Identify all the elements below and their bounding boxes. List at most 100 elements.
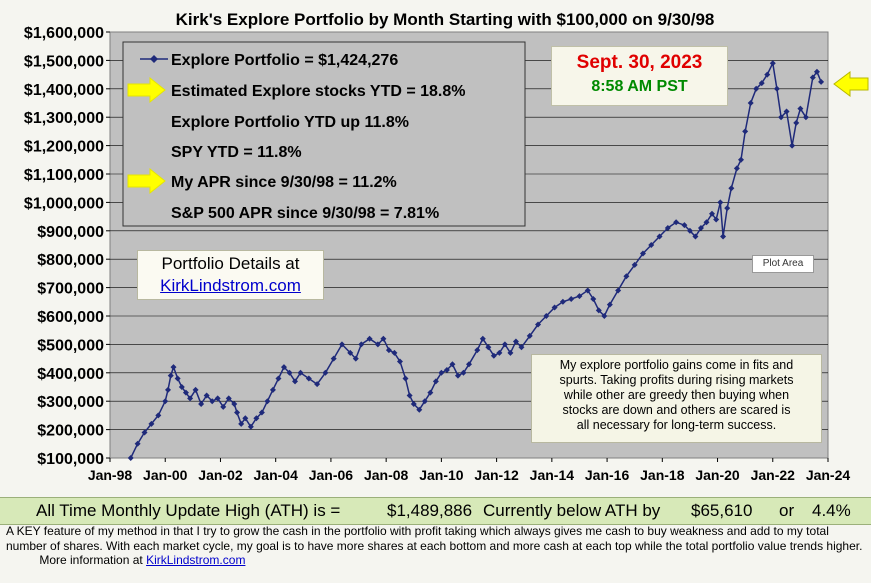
data-point bbox=[164, 386, 171, 393]
data-point bbox=[526, 332, 533, 339]
data-point bbox=[773, 85, 780, 92]
data-point bbox=[648, 242, 655, 248]
data-point bbox=[518, 344, 525, 351]
data-point bbox=[673, 219, 680, 226]
strategy-note: My explore portfolio gains come in fits … bbox=[531, 354, 822, 443]
data-point bbox=[793, 119, 800, 126]
note-line: stocks are down and others are scared is bbox=[562, 403, 791, 417]
data-point bbox=[728, 185, 735, 192]
data-point bbox=[182, 389, 189, 396]
portfolio-details-box: Portfolio Details at KirkLindstrom.com bbox=[137, 250, 324, 300]
data-point bbox=[783, 108, 790, 115]
data-point bbox=[162, 398, 169, 405]
data-point bbox=[485, 344, 492, 351]
below-ath-value: $65,610 bbox=[691, 501, 753, 520]
data-point bbox=[686, 227, 693, 234]
y-tick-label: $800,000 bbox=[37, 252, 104, 269]
data-point bbox=[584, 287, 591, 294]
data-point bbox=[576, 293, 583, 300]
data-point bbox=[242, 415, 249, 422]
data-point bbox=[789, 142, 796, 149]
x-tick-label: Jan-18 bbox=[640, 467, 685, 483]
data-point bbox=[410, 401, 417, 408]
yellow-arrow-icon bbox=[127, 167, 166, 195]
data-point bbox=[385, 347, 392, 354]
x-tick-label: Jan-24 bbox=[806, 467, 851, 483]
y-tick-label: $100,000 bbox=[37, 451, 104, 468]
legend-sp500-apr: S&P 500 APR since 9/30/98 = 7.81% bbox=[171, 205, 439, 222]
data-point bbox=[664, 224, 671, 231]
x-tick-label: Jan-12 bbox=[474, 467, 519, 483]
data-point bbox=[697, 224, 704, 231]
y-tick-label: $700,000 bbox=[37, 281, 104, 298]
note-line: all necessary for long-term success. bbox=[576, 418, 777, 432]
x-tick-label: Jan-98 bbox=[88, 467, 133, 483]
x-tick-label: Jan-06 bbox=[309, 467, 354, 483]
data-point bbox=[496, 349, 503, 356]
data-point bbox=[347, 349, 354, 356]
x-tick-label: Jan-10 bbox=[419, 467, 464, 483]
data-point bbox=[778, 114, 785, 121]
data-point bbox=[174, 375, 181, 382]
data-point bbox=[155, 412, 162, 419]
y-tick-label: $200,000 bbox=[37, 423, 104, 440]
legend-box bbox=[122, 41, 526, 227]
data-point bbox=[406, 392, 413, 399]
data-point bbox=[543, 313, 550, 319]
data-point bbox=[559, 298, 566, 305]
data-point bbox=[720, 233, 727, 240]
data-point bbox=[421, 398, 428, 405]
data-point bbox=[631, 261, 638, 268]
y-tick-label: $600,000 bbox=[37, 309, 104, 326]
data-point bbox=[167, 372, 174, 379]
data-point bbox=[512, 338, 519, 345]
data-point bbox=[203, 392, 210, 399]
data-point bbox=[681, 222, 688, 229]
data-point bbox=[297, 369, 304, 376]
data-point bbox=[460, 369, 467, 376]
data-point bbox=[352, 355, 359, 362]
y-tick-label: $1,300,000 bbox=[24, 110, 104, 127]
data-point bbox=[733, 165, 740, 172]
ath-bar: All Time Monthly Update High (ATH) is = … bbox=[0, 497, 871, 525]
data-point bbox=[358, 341, 365, 348]
y-tick-label: $1,100,000 bbox=[24, 167, 104, 184]
x-tick-label: Jan-02 bbox=[198, 467, 243, 483]
x-tick-label: Jan-20 bbox=[695, 467, 740, 483]
data-point bbox=[148, 420, 155, 427]
data-point bbox=[432, 378, 439, 385]
ath-value: $1,489,886 bbox=[387, 501, 473, 520]
footnote-link[interactable]: KirkLindstrom.com bbox=[146, 553, 246, 567]
data-point bbox=[238, 420, 245, 427]
data-point bbox=[134, 440, 141, 447]
data-point bbox=[724, 205, 731, 212]
data-point bbox=[454, 372, 461, 379]
data-point bbox=[234, 409, 241, 416]
data-point bbox=[305, 375, 312, 382]
data-point bbox=[214, 395, 221, 402]
data-point bbox=[198, 401, 205, 408]
data-point bbox=[717, 199, 724, 206]
data-point bbox=[615, 287, 622, 294]
data-point bbox=[187, 395, 194, 402]
y-tick-label: $1,600,000 bbox=[24, 25, 104, 42]
yellow-arrow-icon bbox=[127, 76, 166, 104]
note-line: My explore portfolio gains come in fits … bbox=[559, 358, 794, 372]
data-point bbox=[639, 250, 646, 257]
data-point bbox=[338, 341, 345, 348]
data-point bbox=[656, 233, 663, 240]
data-point bbox=[286, 369, 293, 376]
footnote: A KEY feature of my method in that I try… bbox=[6, 524, 868, 568]
legend-stocks-ytd: Estimated Explore stocks YTD = 18.8% bbox=[171, 83, 466, 100]
portfolio-details-link[interactable]: KirkLindstrom.com bbox=[160, 276, 301, 295]
y-tick-label: $300,000 bbox=[37, 394, 104, 411]
data-point bbox=[813, 68, 820, 75]
legend-spy-ytd: SPY YTD = 11.8% bbox=[171, 144, 302, 161]
data-point bbox=[275, 375, 282, 382]
legend-explore-portfolio: Explore Portfolio = $1,424,276 bbox=[171, 52, 398, 69]
data-point bbox=[818, 78, 825, 85]
data-point bbox=[709, 210, 716, 217]
data-point bbox=[330, 355, 337, 362]
data-point bbox=[416, 406, 423, 413]
data-point bbox=[141, 429, 148, 436]
